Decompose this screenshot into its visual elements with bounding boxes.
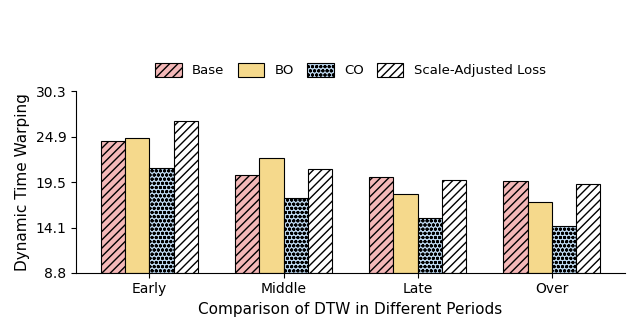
Bar [369, 177, 394, 273]
Bar [308, 169, 332, 273]
Legend: Base, BO, CO, Scale-Adjusted Loss: Base, BO, CO, Scale-Adjusted Loss [150, 58, 551, 83]
Bar [173, 121, 198, 273]
Bar [442, 180, 466, 273]
Bar [576, 184, 600, 273]
Y-axis label: Dynamic Time Warping: Dynamic Time Warping [15, 93, 30, 271]
Bar [125, 138, 149, 273]
Bar [418, 218, 442, 273]
Bar [552, 226, 576, 273]
Bar [394, 194, 418, 273]
Bar [149, 168, 173, 273]
Bar [527, 202, 552, 273]
X-axis label: Comparison of DTW in Different Periods: Comparison of DTW in Different Periods [198, 302, 502, 317]
Bar [284, 199, 308, 273]
Bar [504, 181, 527, 273]
Bar [236, 175, 259, 273]
Bar [101, 141, 125, 273]
Bar [259, 158, 284, 273]
